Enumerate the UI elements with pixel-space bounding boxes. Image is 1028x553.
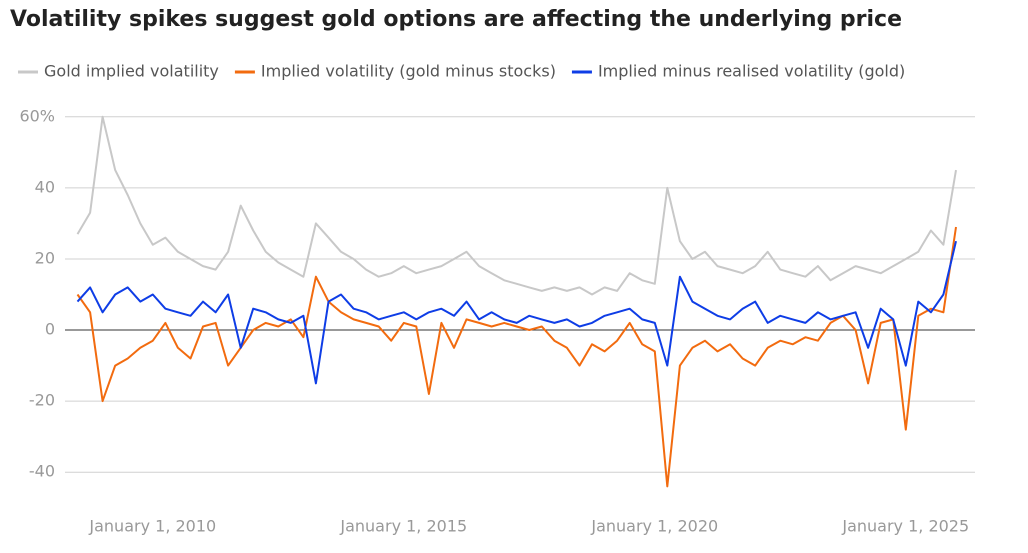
y-tick-label: 0 xyxy=(45,320,55,339)
legend-label: Gold implied volatility xyxy=(44,62,219,81)
x-tick-label: January 1, 2025 xyxy=(841,517,969,536)
x-tick-label: January 1, 2020 xyxy=(590,517,718,536)
series-line xyxy=(76,115,957,296)
y-tick-label: 40 xyxy=(35,177,55,196)
y-tick-label: -40 xyxy=(29,462,55,481)
series-line xyxy=(76,226,957,488)
x-tick-label: January 1, 2010 xyxy=(88,517,216,536)
legend-label: Implied minus realised volatility (gold) xyxy=(598,62,905,81)
series-line xyxy=(76,240,957,385)
x-tick-label: January 1, 2015 xyxy=(339,517,467,536)
y-tick-label: 20 xyxy=(35,248,55,267)
y-tick-label: 60% xyxy=(19,106,55,125)
chart-title: Volatility spikes suggest gold options a… xyxy=(10,7,902,32)
y-tick-label: -20 xyxy=(29,391,55,410)
legend-label: Implied volatility (gold minus stocks) xyxy=(261,62,556,81)
